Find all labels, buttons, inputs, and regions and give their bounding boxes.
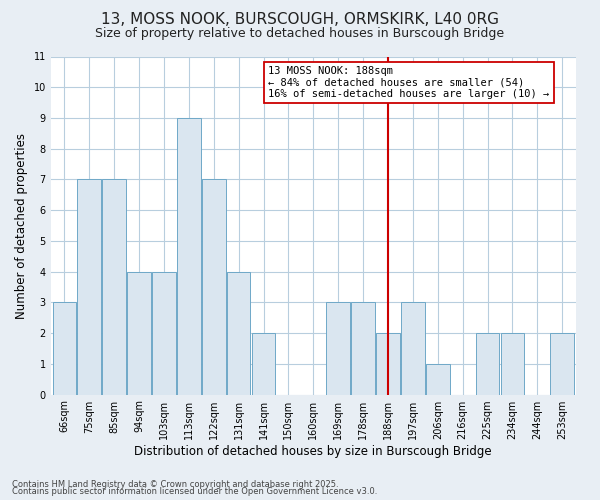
Bar bbox=[500, 333, 524, 394]
Bar bbox=[152, 272, 176, 394]
Bar bbox=[476, 333, 499, 394]
Text: Contains HM Land Registry data © Crown copyright and database right 2025.: Contains HM Land Registry data © Crown c… bbox=[12, 480, 338, 489]
Text: 13, MOSS NOOK, BURSCOUGH, ORMSKIRK, L40 0RG: 13, MOSS NOOK, BURSCOUGH, ORMSKIRK, L40 … bbox=[101, 12, 499, 28]
Bar bbox=[376, 333, 400, 394]
Bar bbox=[401, 302, 425, 394]
Text: Size of property relative to detached houses in Burscough Bridge: Size of property relative to detached ho… bbox=[95, 28, 505, 40]
X-axis label: Distribution of detached houses by size in Burscough Bridge: Distribution of detached houses by size … bbox=[134, 444, 492, 458]
Bar bbox=[177, 118, 200, 394]
Bar bbox=[550, 333, 574, 394]
Text: Contains public sector information licensed under the Open Government Licence v3: Contains public sector information licen… bbox=[12, 487, 377, 496]
Text: 13 MOSS NOOK: 188sqm
← 84% of detached houses are smaller (54)
16% of semi-detac: 13 MOSS NOOK: 188sqm ← 84% of detached h… bbox=[268, 66, 550, 99]
Bar bbox=[426, 364, 449, 394]
Bar bbox=[103, 180, 126, 394]
Bar bbox=[326, 302, 350, 394]
Bar bbox=[227, 272, 250, 394]
Bar bbox=[127, 272, 151, 394]
Y-axis label: Number of detached properties: Number of detached properties bbox=[15, 132, 28, 318]
Bar bbox=[202, 180, 226, 394]
Bar bbox=[351, 302, 375, 394]
Bar bbox=[77, 180, 101, 394]
Bar bbox=[251, 333, 275, 394]
Bar bbox=[53, 302, 76, 394]
